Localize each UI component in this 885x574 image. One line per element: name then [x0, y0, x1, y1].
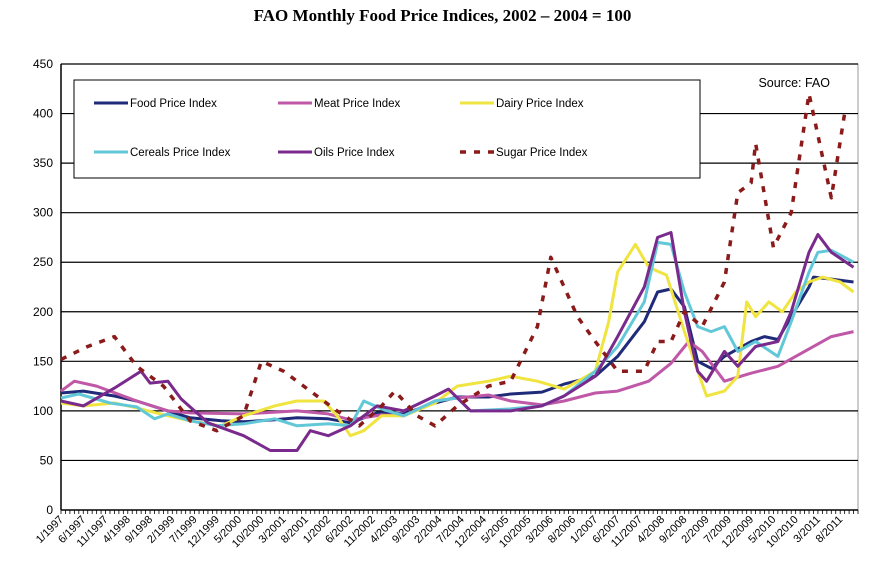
- y-tick-label: 50: [40, 453, 54, 467]
- y-tick-label: 150: [33, 354, 53, 368]
- series-line-meat-price-index: [60, 330, 854, 422]
- y-tick-label: 300: [33, 206, 53, 220]
- series-line-sugar-price-index: [60, 91, 847, 433]
- y-tick-label: 250: [33, 255, 53, 269]
- legend-label: Oils Price Index: [314, 147, 395, 159]
- y-tick-label: 0: [46, 503, 53, 517]
- legend-label: Sugar Price Index: [496, 147, 588, 159]
- y-tick-label: 400: [33, 107, 53, 121]
- y-tick-label: 200: [33, 305, 53, 319]
- series-line-oils-price-index: [60, 231, 855, 452]
- legend-label: Dairy Price Index: [496, 98, 584, 110]
- y-tick-label: 450: [33, 57, 53, 71]
- series-line-food-price-index: [60, 275, 854, 425]
- legend-label: Meat Price Index: [314, 98, 401, 110]
- legend-label: Food Price Index: [130, 98, 217, 110]
- source-annotation: Source: FAO: [758, 76, 830, 90]
- legend-box: [73, 79, 701, 179]
- chart-title: FAO Monthly Food Price Indices, 2002 – 2…: [253, 6, 632, 25]
- y-tick-label: 350: [33, 156, 53, 170]
- legend-label: Cereals Price Index: [130, 147, 231, 159]
- y-tick-label: 100: [33, 404, 53, 418]
